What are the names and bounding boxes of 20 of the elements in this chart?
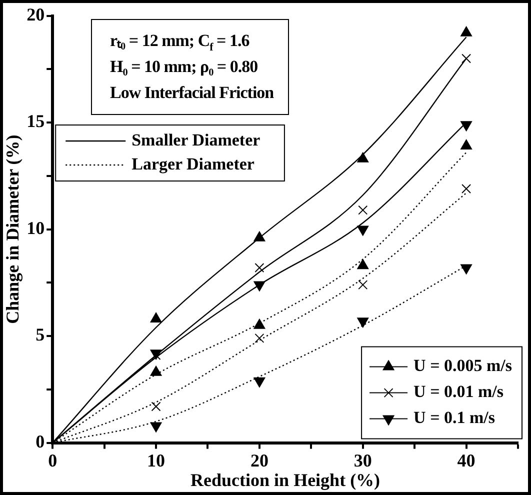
y-tick-label: 10	[26, 218, 45, 238]
annotation: H₀ = 10 mm; ρ₀ = 0.80	[110, 56, 259, 78]
y-tick-label: 5	[36, 324, 45, 345]
annotation: rₜ₀ = 12 mm; C$_{f}$ = 1.6	[110, 30, 250, 54]
x-axis-title: Reduction in Height (%)	[190, 470, 380, 490]
legend-label: U = 0.01 m/s	[414, 382, 504, 402]
legend-label: U = 0.1 m/s	[414, 408, 496, 428]
x-tick-label: 20	[250, 450, 268, 470]
x-tick-label: 30	[354, 450, 372, 470]
y-tick-label: 15	[26, 111, 45, 132]
y-tick-label: 0	[36, 431, 45, 452]
annotation: Low Interfacial Friction	[110, 82, 274, 104]
legend-label: U = 0.005 m/s	[414, 356, 512, 376]
y-tick-label: 20	[26, 4, 45, 24]
x-tick-label: 10	[147, 450, 166, 470]
x-tick-label: 0	[48, 450, 58, 470]
y-axis-title: Change in Diameter (%)	[2, 134, 22, 324]
x-tick-label: 40	[457, 450, 476, 470]
legend-label: Larger Diameter	[132, 154, 255, 174]
legend-label: Smaller Diameter	[132, 130, 261, 150]
